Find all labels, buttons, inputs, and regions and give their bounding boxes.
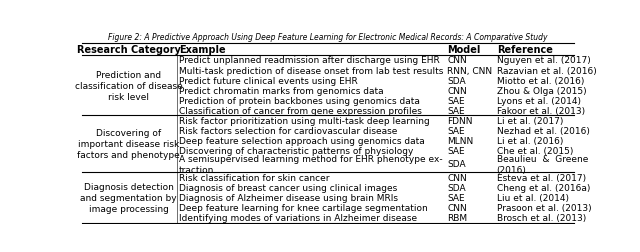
Text: Discovering of
important disease risk
factors and phenotype: Discovering of important disease risk fa… (77, 129, 180, 160)
Text: CNN: CNN (447, 173, 467, 182)
Text: Esteva et al. (2017): Esteva et al. (2017) (497, 173, 586, 182)
Text: Diagnosis of Alzheimer disease using brain MRIs: Diagnosis of Alzheimer disease using bra… (179, 193, 398, 202)
Text: Li et al. (2016): Li et al. (2016) (497, 136, 563, 145)
Text: SDA: SDA (447, 76, 466, 85)
Text: Li et al. (2017): Li et al. (2017) (497, 116, 563, 125)
Text: Razavian et al. (2016): Razavian et al. (2016) (497, 66, 596, 75)
Text: Classification of cancer from gene expression profiles: Classification of cancer from gene expre… (179, 106, 422, 115)
Text: Deep feature learning for knee cartilage segmentation: Deep feature learning for knee cartilage… (179, 203, 428, 212)
Text: Risk factor prioritization using multi-task deep learning: Risk factor prioritization using multi-t… (179, 116, 430, 125)
Text: Prediction and
classification of disease
risk level: Prediction and classification of disease… (75, 70, 182, 101)
Text: SAE: SAE (447, 96, 465, 105)
Text: RNN, CNN: RNN, CNN (447, 66, 492, 75)
Text: SAE: SAE (447, 127, 465, 135)
Text: Lyons et al. (2014): Lyons et al. (2014) (497, 96, 580, 105)
Text: Cheng et al. (2016a): Cheng et al. (2016a) (497, 183, 590, 192)
Text: SAE: SAE (447, 146, 465, 155)
Text: Brosch et al. (2013): Brosch et al. (2013) (497, 213, 586, 222)
Text: Risk factors selection for cardiovascular disease: Risk factors selection for cardiovascula… (179, 127, 397, 135)
Text: Research Category: Research Category (77, 45, 180, 55)
Text: A semisupervised learning method for EHR phenotype ex-
traction: A semisupervised learning method for EHR… (179, 154, 443, 174)
Text: CNN: CNN (447, 56, 467, 65)
Text: Example: Example (179, 45, 226, 55)
Text: RBM: RBM (447, 213, 467, 222)
Text: Reference: Reference (497, 45, 552, 55)
Text: Risk classification for skin cancer: Risk classification for skin cancer (179, 173, 330, 182)
Text: Miotto et al. (2016): Miotto et al. (2016) (497, 76, 584, 85)
Text: Diagnosis detection
and segmentation by
image processing: Diagnosis detection and segmentation by … (80, 182, 177, 213)
Text: Nezhad et al. (2016): Nezhad et al. (2016) (497, 127, 589, 135)
Text: Predict future clinical events using EHR: Predict future clinical events using EHR (179, 76, 358, 85)
Text: Predict unplanned readmission after discharge using EHR: Predict unplanned readmission after disc… (179, 56, 440, 65)
Text: Prediction of protein backbones using genomics data: Prediction of protein backbones using ge… (179, 96, 420, 105)
Text: CNN: CNN (447, 203, 467, 212)
Text: Predict chromatin marks from genomics data: Predict chromatin marks from genomics da… (179, 86, 384, 95)
Text: Discovering of characteristic patterns of physiology: Discovering of characteristic patterns o… (179, 146, 413, 155)
Text: Prasoon et al. (2013): Prasoon et al. (2013) (497, 203, 591, 212)
Text: Figure 2: A Predictive Approach Using Deep Feature Learning for Electronic Medic: Figure 2: A Predictive Approach Using De… (108, 33, 548, 42)
Text: Zhou & Olga (2015): Zhou & Olga (2015) (497, 86, 586, 95)
Text: Liu et al. (2014): Liu et al. (2014) (497, 193, 569, 202)
Text: SDA: SDA (447, 160, 466, 169)
Text: SAE: SAE (447, 193, 465, 202)
Text: Diagnosis of breast cancer using clinical images: Diagnosis of breast cancer using clinica… (179, 183, 397, 192)
Text: Nguyen et al. (2017): Nguyen et al. (2017) (497, 56, 590, 65)
Text: SDA: SDA (447, 183, 466, 192)
Text: Che et al. (2015): Che et al. (2015) (497, 146, 573, 155)
Text: CNN: CNN (447, 86, 467, 95)
Text: Identifying modes of variations in Alzheimer disease: Identifying modes of variations in Alzhe… (179, 213, 417, 222)
Text: Deep feature selection approach using genomics data: Deep feature selection approach using ge… (179, 136, 425, 145)
Text: Beaulieu  &  Greene
(2016): Beaulieu & Greene (2016) (497, 154, 588, 174)
Text: MLNN: MLNN (447, 136, 474, 145)
Text: SAE: SAE (447, 106, 465, 115)
Text: Fakoor et al. (2013): Fakoor et al. (2013) (497, 106, 585, 115)
Text: Multi-task prediction of disease onset from lab test results: Multi-task prediction of disease onset f… (179, 66, 444, 75)
Text: Model: Model (447, 45, 481, 55)
Text: FDNN: FDNN (447, 116, 472, 125)
